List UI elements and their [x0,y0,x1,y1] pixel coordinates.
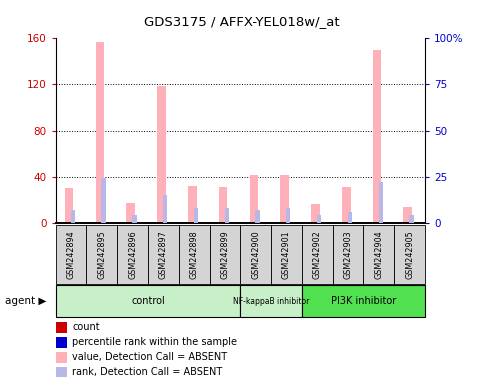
Bar [188,186,197,223]
Text: GSM242895: GSM242895 [97,230,106,279]
Text: GSM242894: GSM242894 [67,230,75,279]
Text: percentile rank within the sample: percentile rank within the sample [72,338,237,348]
Bar [56,367,67,377]
FancyBboxPatch shape [271,225,302,284]
Bar [225,208,229,223]
Bar [71,210,75,223]
Text: PI3K inhibitor: PI3K inhibitor [331,296,396,306]
Bar [403,207,412,223]
Bar [286,208,290,223]
Bar [219,187,227,223]
FancyBboxPatch shape [333,225,364,284]
FancyBboxPatch shape [394,225,425,284]
FancyBboxPatch shape [56,285,240,317]
Text: GSM242900: GSM242900 [251,230,260,279]
Bar [280,175,289,223]
FancyBboxPatch shape [179,225,210,284]
Bar [101,179,106,223]
Bar [56,337,67,348]
Bar [194,208,198,223]
Bar [311,204,320,223]
Bar [409,215,413,223]
Text: control: control [131,296,165,306]
Text: NF-kappaB inhibitor: NF-kappaB inhibitor [233,296,309,306]
Text: GSM242905: GSM242905 [405,230,414,279]
Bar [127,203,135,223]
Text: GSM242897: GSM242897 [159,230,168,279]
Bar [348,212,352,223]
Text: GSM242898: GSM242898 [190,230,199,279]
Bar [342,187,351,223]
FancyBboxPatch shape [117,225,148,284]
Text: agent ▶: agent ▶ [5,296,46,306]
Text: GSM242901: GSM242901 [282,230,291,279]
FancyBboxPatch shape [86,225,117,284]
Bar [379,182,383,223]
Text: value, Detection Call = ABSENT: value, Detection Call = ABSENT [72,352,227,362]
FancyBboxPatch shape [56,225,86,284]
Bar [163,195,167,223]
Text: count: count [72,323,100,333]
Text: rank, Detection Call = ABSENT: rank, Detection Call = ABSENT [72,367,223,377]
Bar [56,352,67,362]
Bar [96,42,104,223]
Bar [132,215,137,223]
Text: GDS3175 / AFFX-YEL018w/_at: GDS3175 / AFFX-YEL018w/_at [143,15,340,28]
Text: GSM242896: GSM242896 [128,230,137,279]
Bar [157,86,166,223]
Text: GSM242902: GSM242902 [313,230,322,279]
Bar [256,210,260,223]
Text: GSM242904: GSM242904 [374,230,384,279]
FancyBboxPatch shape [302,285,425,317]
FancyBboxPatch shape [210,225,240,284]
FancyBboxPatch shape [240,225,271,284]
Bar [250,175,258,223]
Bar [56,322,67,333]
FancyBboxPatch shape [240,285,302,317]
Bar [65,188,73,223]
Text: GSM242903: GSM242903 [343,230,353,279]
Bar [317,215,321,223]
FancyBboxPatch shape [148,225,179,284]
Text: GSM242899: GSM242899 [220,230,229,279]
Bar [373,50,381,223]
FancyBboxPatch shape [302,225,333,284]
FancyBboxPatch shape [364,225,394,284]
